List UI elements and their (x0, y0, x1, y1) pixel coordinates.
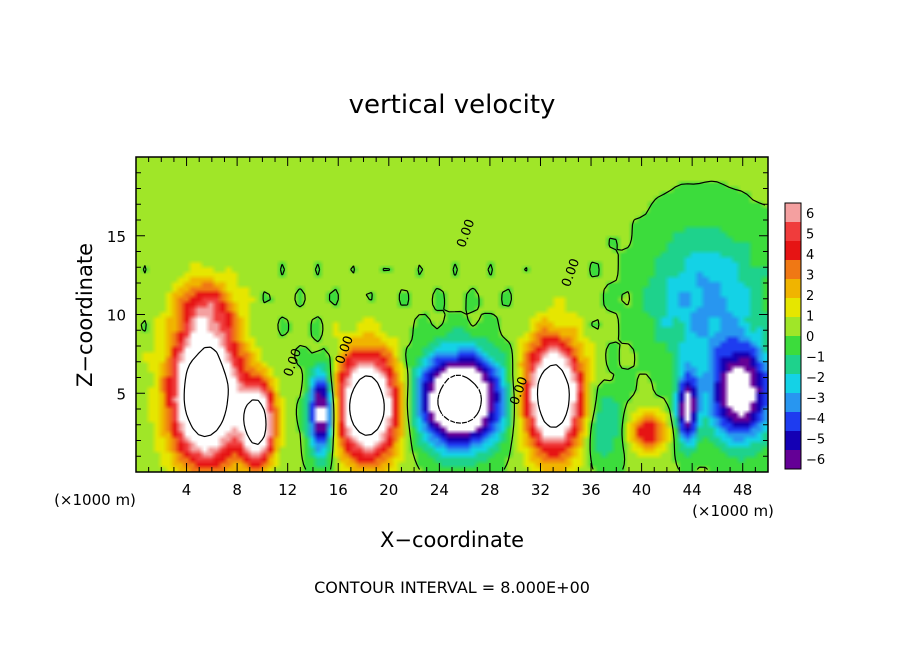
colorbar-swatch (785, 431, 801, 451)
colorbar: 6 5 4 3 2 1 0 −1 −2 −3 −4 −5 −6 (784, 202, 825, 470)
colorbar-frame (784, 202, 802, 470)
x-tick-label: 20 (379, 481, 398, 499)
colorbar-swatch (785, 393, 801, 413)
colorbar-swatch (785, 298, 801, 318)
contour-negative (437, 374, 482, 424)
y-tick-label: 5 (116, 385, 126, 403)
colorbar-tick-label: −5 (806, 432, 825, 447)
colorbar-swatch (785, 355, 801, 375)
colorbar-tick-label: −1 (806, 350, 825, 365)
x-tick-label: 44 (683, 481, 702, 499)
colorbar-swatch (785, 374, 801, 394)
x-tick-label: 24 (430, 481, 449, 499)
colorbar-tick-label: 2 (806, 289, 814, 304)
x-tick-label: 4 (182, 481, 192, 499)
x-tick-label: 48 (733, 481, 752, 499)
colorbar-tick-label: 0 (806, 330, 814, 345)
colorbar-swatch (785, 450, 801, 470)
x-unit-label: (×1000 m) (692, 502, 774, 520)
chart-title: vertical velocity (349, 90, 556, 120)
x-tick-label: 8 (232, 481, 242, 499)
colorbar-tick-label: 3 (806, 269, 814, 284)
contour-positive (183, 346, 570, 445)
colorbar-tick-label: −3 (806, 391, 825, 406)
colorbar-swatch (785, 412, 801, 432)
y-unit-label: (×1000 m) (54, 491, 136, 509)
x-tick-label: 16 (329, 481, 348, 499)
colorbar-swatch (785, 279, 801, 299)
contour-interval-footer: CONTOUR INTERVAL = 8.000E+00 (314, 578, 590, 597)
colorbar-tick-label: 5 (806, 228, 814, 243)
y-tick-label: 15 (107, 228, 126, 246)
x-tick-label: 40 (632, 481, 651, 499)
x-tick-label: 28 (480, 481, 499, 499)
contour-zero (140, 180, 766, 470)
x-axis-label: X−coordinate (380, 528, 524, 552)
colorbar-swatch (785, 260, 801, 280)
colorbar-tick-label: 6 (806, 207, 814, 222)
colorbar-tick-label: 1 (806, 310, 814, 325)
colorbar-tick-label: 4 (806, 248, 814, 263)
colorbar-tick-label: −6 (806, 453, 825, 468)
colorbar-swatch (785, 336, 801, 356)
colorbar-tick-label: −2 (806, 371, 825, 386)
colorbar-swatch (785, 317, 801, 337)
y-tick-label: 10 (107, 307, 126, 325)
colorbar-swatch (785, 203, 801, 223)
x-tick-label: 12 (278, 481, 297, 499)
velocity-heatmap (136, 157, 768, 472)
colorbar-swatch (785, 241, 801, 261)
colorbar-swatch (785, 222, 801, 242)
colorbar-tick-label: −4 (806, 412, 825, 427)
y-axis-label: Z−coordinate (73, 243, 97, 387)
plot-area: 0.00 0.000.000.000.004 8 12 16 20 24 28 32 36 40 44… (107, 156, 769, 499)
x-tick-label: 36 (581, 481, 600, 499)
x-tick-label: 32 (531, 481, 550, 499)
